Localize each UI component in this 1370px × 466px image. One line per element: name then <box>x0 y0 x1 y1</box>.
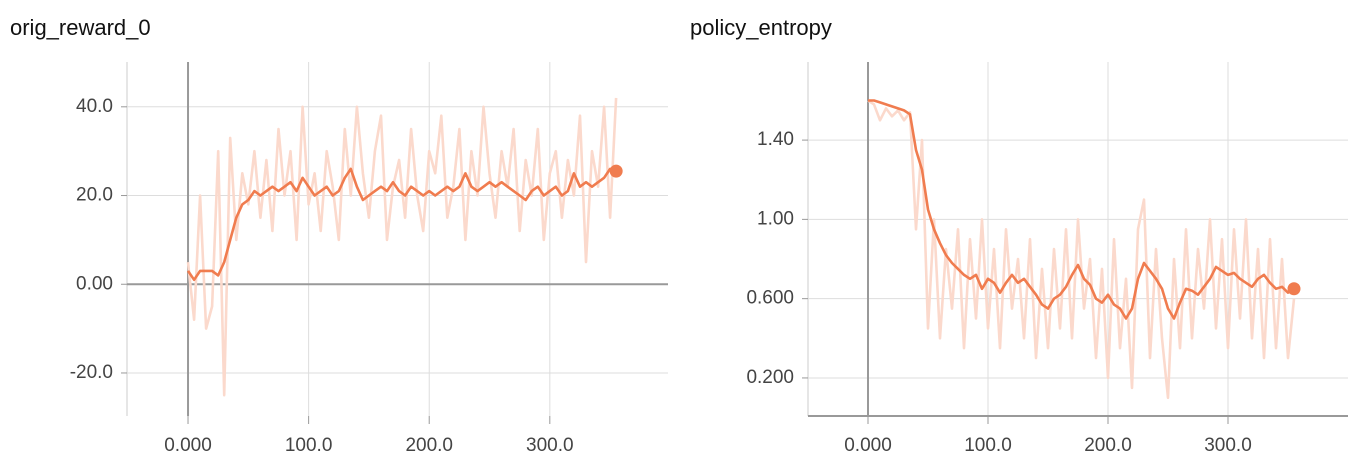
x-tick-label: 300.0 <box>1204 435 1252 456</box>
x-tick-label: 200.0 <box>405 435 453 456</box>
series-line <box>186 167 617 282</box>
series-line <box>186 97 618 397</box>
y-tick-label: 1.00 <box>757 208 794 229</box>
chart-title: policy_entropy <box>690 15 832 40</box>
last-point <box>609 164 623 178</box>
y-tick-label: -20.0 <box>70 362 113 383</box>
last-point <box>1287 282 1301 296</box>
x-tick-label: 100.0 <box>964 435 1012 456</box>
y-tick-label: 0.00 <box>76 273 113 294</box>
x-tick-label: 300.0 <box>526 435 574 456</box>
x-tick-label: 0.000 <box>844 435 892 456</box>
y-tick-label: 0.600 <box>746 288 794 309</box>
chart-title: orig_reward_0 <box>10 15 151 40</box>
x-tick-label: 0.000 <box>164 435 212 456</box>
x-tick-label: 200.0 <box>1084 435 1132 456</box>
y-tick-label: 0.200 <box>746 367 794 388</box>
y-tick-label: 1.40 <box>757 129 794 150</box>
series-line <box>867 99 1296 400</box>
y-tick-label: 40.0 <box>76 96 113 117</box>
y-tick-label: 20.0 <box>76 185 113 206</box>
x-tick-label: 100.0 <box>285 435 333 456</box>
series-line <box>868 99 1295 320</box>
